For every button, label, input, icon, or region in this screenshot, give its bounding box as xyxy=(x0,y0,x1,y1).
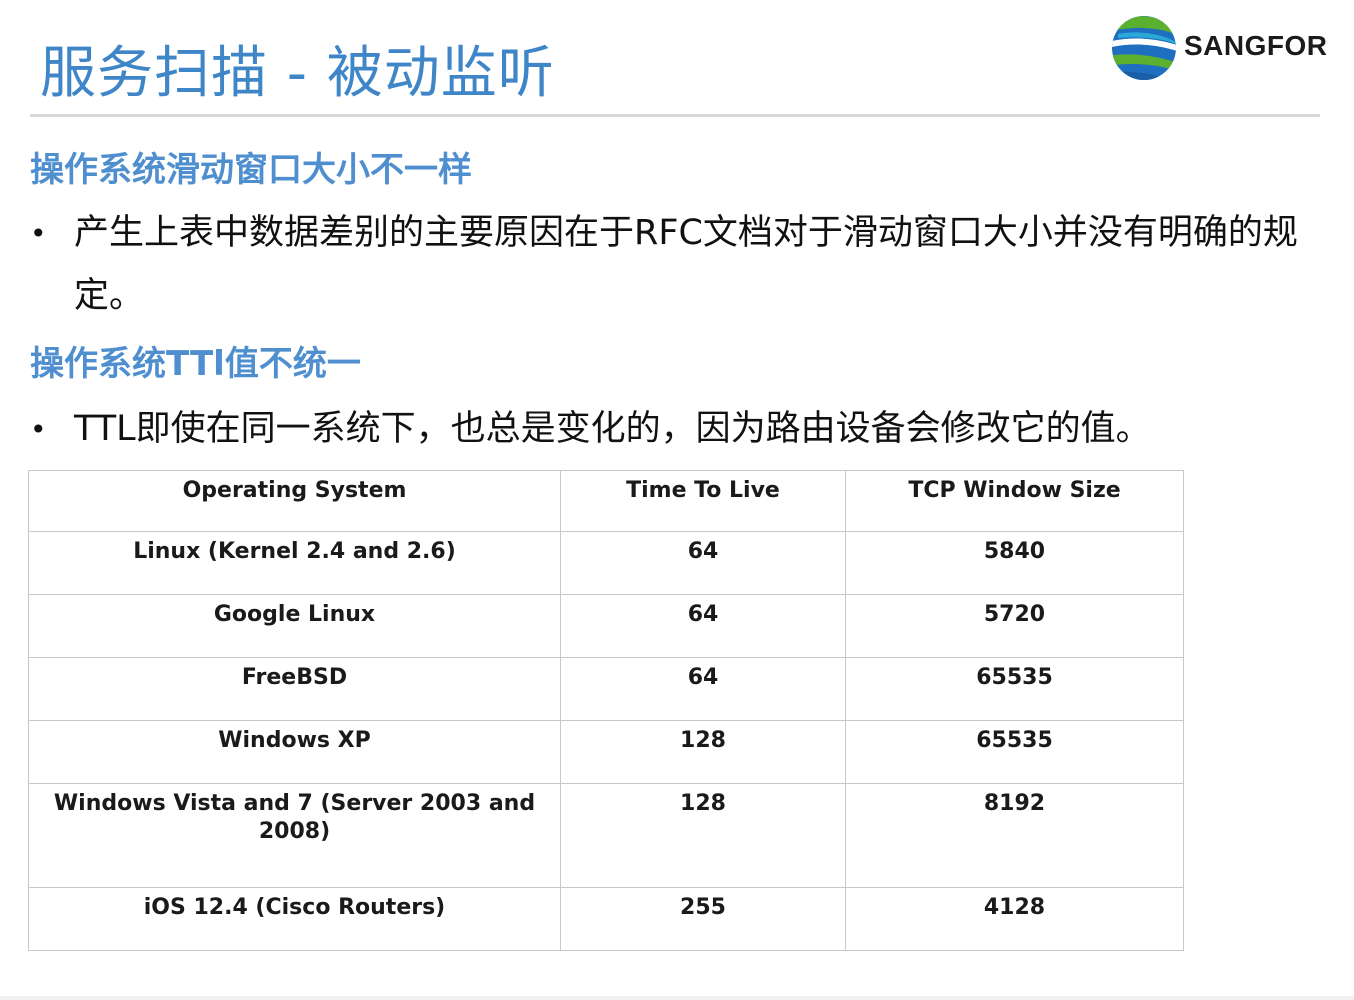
column-header-ttl: Time To Live xyxy=(560,470,846,532)
cell-ttl: 255 xyxy=(560,887,846,951)
cell-os: FreeBSD xyxy=(28,657,561,721)
column-header-window-size: TCP Window Size xyxy=(845,470,1184,532)
column-header-os: Operating System xyxy=(28,470,561,532)
cell-ttl: 128 xyxy=(560,783,846,888)
table-row: Linux (Kernel 2.4 and 2.6) 64 5840 xyxy=(28,531,1184,595)
cell-ttl: 64 xyxy=(560,531,846,595)
cell-ttl: 64 xyxy=(560,657,846,721)
cell-os: Windows Vista and 7 (Server 2003 and 200… xyxy=(28,783,561,888)
cell-window-size: 65535 xyxy=(845,720,1184,784)
cell-os: iOS 12.4 (Cisco Routers) xyxy=(28,887,561,951)
table-row: Google Linux 64 5720 xyxy=(28,594,1184,658)
sangfor-globe-icon xyxy=(1112,16,1176,80)
bullet-text: 产生上表中数据差别的主要原因在于RFC文档对于滑动窗口大小并没有明确的规定。 xyxy=(74,213,1298,316)
cell-os: Google Linux xyxy=(28,594,561,658)
cell-os: Windows XP xyxy=(28,720,561,784)
cell-window-size: 4128 xyxy=(845,887,1184,951)
table-row: iOS 12.4 (Cisco Routers) 255 4128 xyxy=(28,887,1184,951)
table-row: Windows Vista and 7 (Server 2003 and 200… xyxy=(28,783,1184,888)
cell-ttl: 64 xyxy=(560,594,846,658)
cell-ttl: 128 xyxy=(560,720,846,784)
table-header-row: Operating System Time To Live TCP Window… xyxy=(28,470,1184,532)
sangfor-logo: SANGFOR xyxy=(1108,12,1328,84)
footer-divider xyxy=(0,996,1354,1000)
bullet-ttl: • TTL即使在同一系统下，也总是变化的，因为路由设备会修改它的值。 xyxy=(30,398,1320,461)
cell-window-size: 5840 xyxy=(845,531,1184,595)
bullet-dot: • xyxy=(30,217,47,250)
cell-window-size: 65535 xyxy=(845,657,1184,721)
bullet-dot: • xyxy=(30,413,47,446)
bullet-text: TTL即使在同一系统下，也总是变化的，因为路由设备会修改它的值。 xyxy=(74,409,1151,449)
title-divider xyxy=(30,114,1320,117)
page-title: 服务扫描 - 被动监听 xyxy=(40,41,555,106)
cell-window-size: 5720 xyxy=(845,594,1184,658)
os-fingerprint-table: Operating System Time To Live TCP Window… xyxy=(28,470,1184,951)
section-heading-ttl: 操作系统TTl值不统一 xyxy=(30,344,361,384)
logo-text: SANGFOR xyxy=(1184,30,1328,61)
section-heading-window-size: 操作系统滑动窗口大小不一样 xyxy=(30,150,472,190)
cell-os: Linux (Kernel 2.4 and 2.6) xyxy=(28,531,561,595)
table-row: FreeBSD 64 65535 xyxy=(28,657,1184,721)
bullet-window-size: • 产生上表中数据差别的主要原因在于RFC文档对于滑动窗口大小并没有明确的规定。 xyxy=(30,202,1320,328)
table-row: Windows XP 128 65535 xyxy=(28,720,1184,784)
cell-window-size: 8192 xyxy=(845,783,1184,888)
